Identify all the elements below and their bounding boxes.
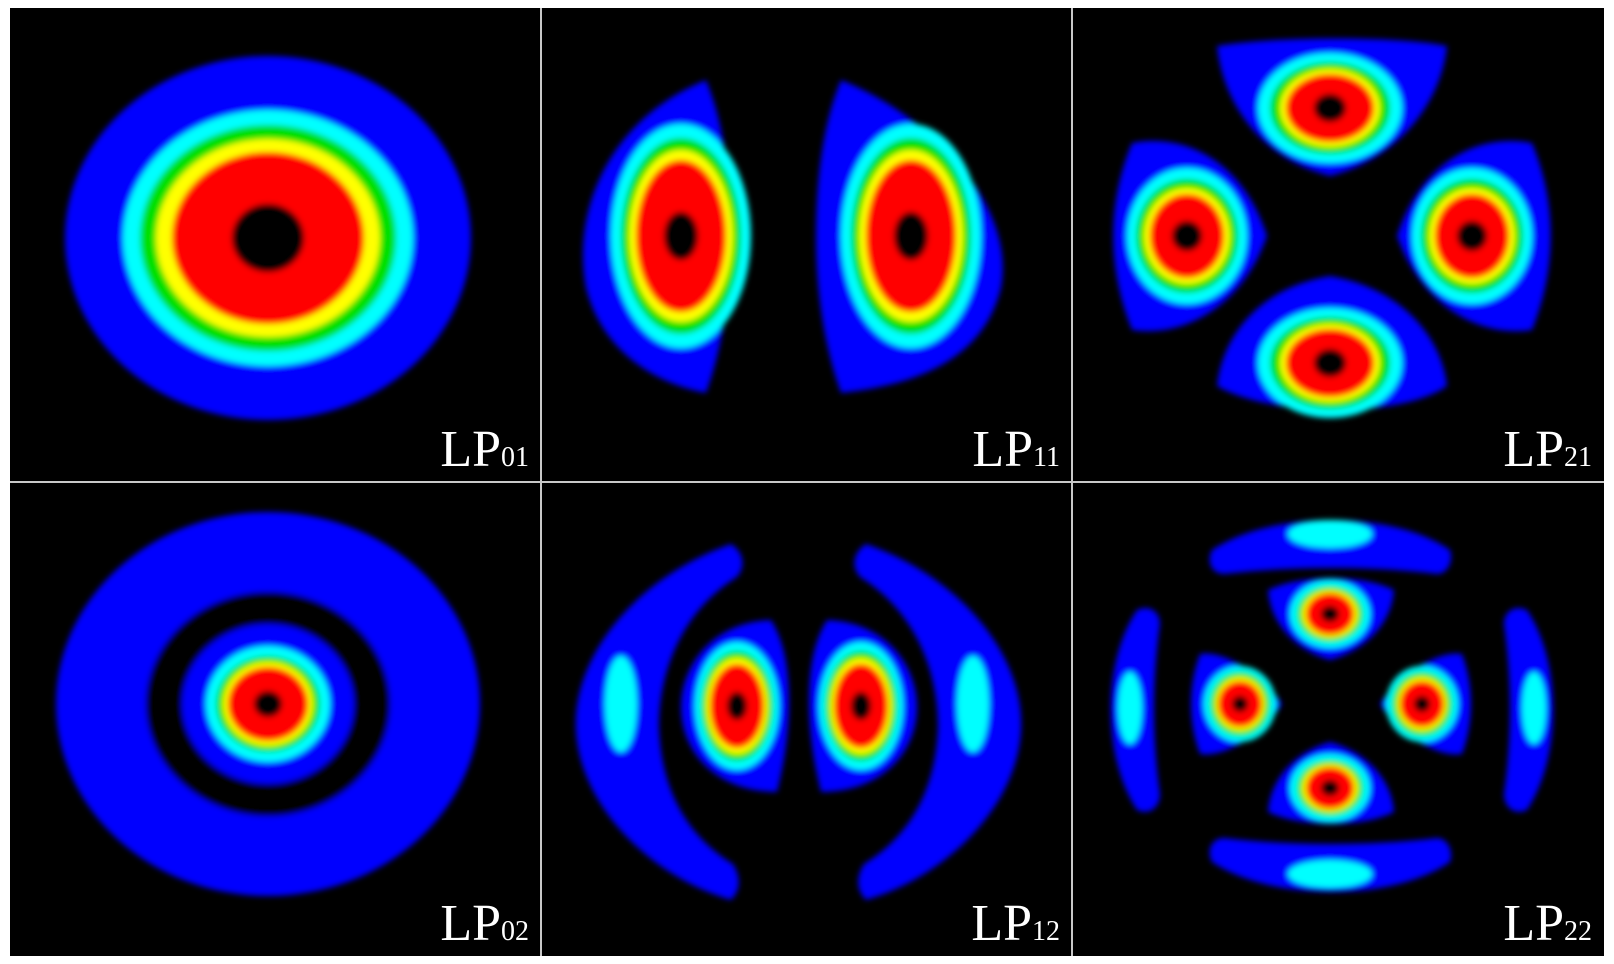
mode-lp01-image <box>65 56 471 420</box>
mode-profile-figure: LP01 LP11 <box>10 8 1604 956</box>
mode-lp11-image <box>582 80 1003 393</box>
label-prefix: LP <box>972 421 1034 478</box>
mode-lp12-image <box>575 544 1022 900</box>
label-prefix: LP <box>1503 895 1564 952</box>
label-subscript: 12 <box>1032 916 1060 947</box>
grid-divider-horizontal <box>10 481 1604 483</box>
label-prefix: LP <box>1503 421 1564 478</box>
mode-label-lp21: LP21 <box>1503 424 1592 476</box>
mode-lp21-image <box>1113 38 1551 418</box>
label-subscript: 01 <box>501 442 529 473</box>
label-subscript: 11 <box>1033 442 1060 473</box>
mode-label-lp01: LP01 <box>440 424 529 476</box>
label-prefix: LP <box>440 421 501 478</box>
mode-label-lp11: LP11 <box>972 424 1060 476</box>
panel-lp01: LP01 <box>10 8 541 482</box>
panel-lp22: LP22 <box>1072 482 1604 956</box>
mode-lp22-image <box>1110 520 1554 892</box>
panel-lp02: LP02 <box>10 482 541 956</box>
label-subscript: 02 <box>501 916 529 947</box>
panel-lp11: LP11 <box>541 8 1072 482</box>
mode-label-lp22: LP22 <box>1503 898 1592 950</box>
label-prefix: LP <box>971 895 1032 952</box>
label-subscript: 22 <box>1564 916 1592 947</box>
panel-lp12: LP12 <box>541 482 1072 956</box>
panel-lp21: LP21 <box>1072 8 1604 482</box>
mode-label-lp12: LP12 <box>971 898 1060 950</box>
label-subscript: 21 <box>1564 442 1592 473</box>
label-prefix: LP <box>440 895 501 952</box>
mode-label-lp02: LP02 <box>440 898 529 950</box>
mode-lp02-image <box>56 512 480 896</box>
